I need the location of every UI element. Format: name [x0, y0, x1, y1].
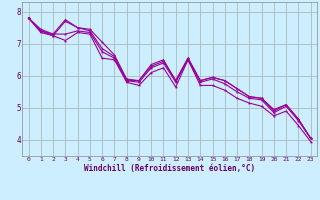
X-axis label: Windchill (Refroidissement éolien,°C): Windchill (Refroidissement éolien,°C) — [84, 164, 255, 173]
